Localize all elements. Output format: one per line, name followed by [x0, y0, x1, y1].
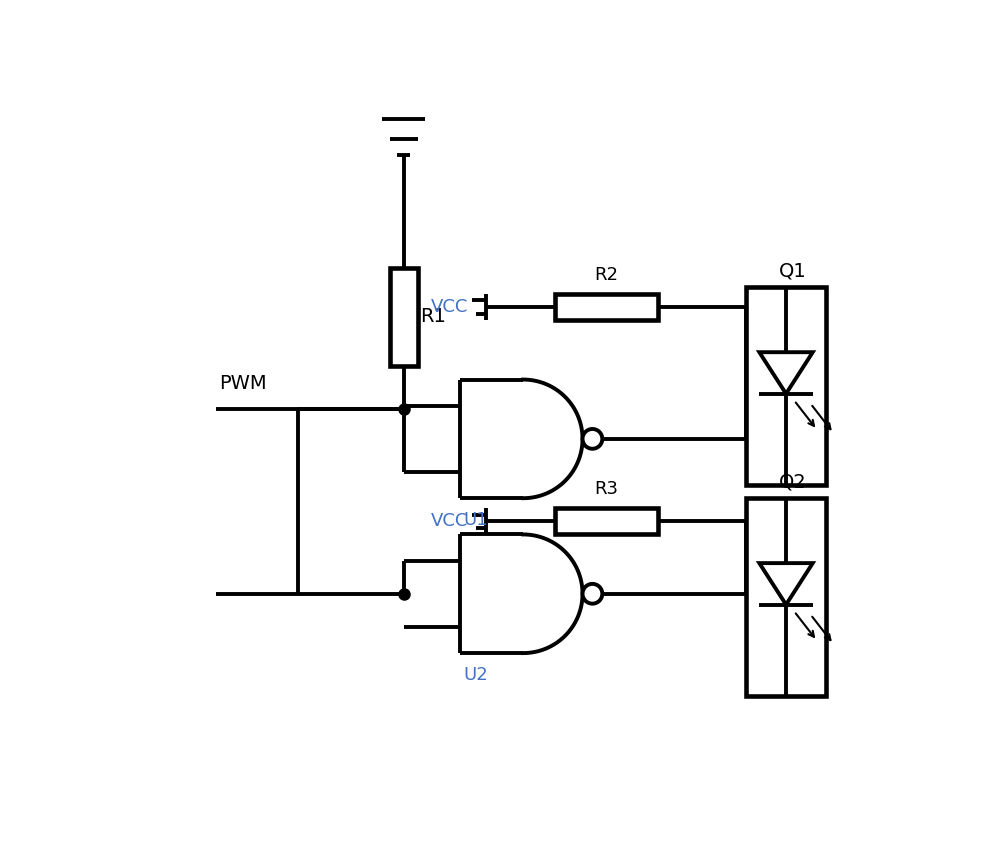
Text: VCC: VCC: [431, 298, 468, 316]
Text: Q1: Q1: [779, 262, 807, 281]
Text: Q2: Q2: [779, 473, 807, 491]
Bar: [555, 294, 658, 320]
Circle shape: [583, 429, 602, 449]
Bar: [555, 508, 658, 534]
Circle shape: [583, 584, 602, 603]
Text: U1: U1: [463, 511, 488, 529]
Text: VCC: VCC: [431, 512, 468, 530]
Bar: [390, 267, 418, 366]
Text: R3: R3: [594, 480, 618, 498]
Text: R2: R2: [594, 266, 618, 284]
Bar: [746, 288, 826, 485]
Bar: [746, 498, 826, 696]
Text: PWM: PWM: [219, 374, 267, 393]
Text: U2: U2: [463, 666, 488, 684]
Text: R1: R1: [420, 307, 446, 326]
